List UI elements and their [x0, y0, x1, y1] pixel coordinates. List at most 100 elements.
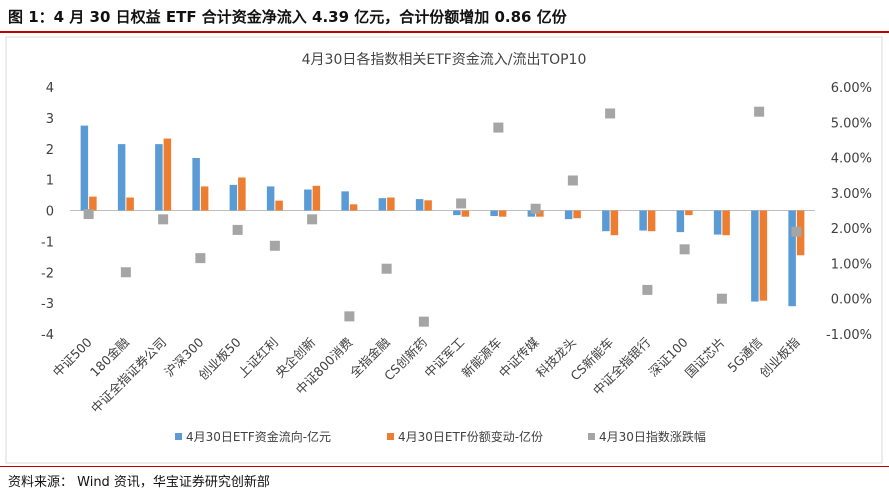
share-bar: [647, 210, 656, 232]
flow-bar: [639, 210, 647, 231]
change-point: [567, 175, 578, 186]
share-bar: [573, 210, 581, 219]
flow-bar: [564, 210, 573, 220]
share-bar: [722, 210, 730, 236]
change-point: [307, 214, 318, 225]
figure-header: 图 1：4 月 30 日权益 ETF 合计资金净流入 4.39 亿元，合计份额增…: [0, 0, 889, 34]
figure-caption: 图 1：4 月 30 日权益 ETF 合计资金净流入 4.39 亿元，合计份额增…: [8, 8, 567, 26]
flow-bar: [192, 158, 200, 211]
left-tick-label: 1: [46, 174, 54, 189]
share-bar: [759, 210, 768, 301]
category-label: 中证军工: [421, 335, 467, 381]
legend: 4月30日ETF资金流向-亿元 4月30日ETF份额变动-亿份 4月30日指数涨跌幅: [175, 429, 706, 444]
flow-bar: [341, 191, 349, 211]
flow-bar: [676, 210, 685, 233]
change-point: [381, 263, 392, 274]
left-tick-label: -4: [41, 328, 54, 343]
right-axis: 6.00% 5.00% 4.00% 3.00% 2.00% 1.00% 0.00% -1.00…: [826, 81, 872, 343]
flow-bar: [453, 210, 461, 216]
category-label: 中证传媒: [496, 334, 542, 380]
share-bar: [610, 210, 619, 236]
flow-bar: [117, 144, 126, 211]
share-bar: [238, 177, 246, 211]
change-point: [530, 203, 541, 214]
change-point: [195, 253, 206, 264]
share-bar: [685, 210, 693, 216]
left-axis: 4 3 2 1 0 -1 -2 -3 -4: [41, 81, 54, 343]
change-point: [679, 244, 690, 255]
legend-swatch: [588, 433, 595, 440]
change-point: [232, 224, 243, 235]
share-bar: [498, 210, 507, 217]
change-point: [120, 267, 131, 278]
category-label: 中证500: [50, 334, 95, 379]
legend-swatch: [175, 433, 182, 440]
right-tick-label: 4.00%: [831, 152, 872, 167]
flow-bar: [80, 125, 89, 211]
change-point: [642, 284, 653, 295]
legend-label: 4月30日ETF份额变动-亿份: [398, 429, 543, 444]
flow-bar: [304, 189, 312, 211]
share-bar: [461, 210, 470, 217]
left-tick-label: 3: [46, 112, 54, 127]
flow-bar: [751, 210, 759, 302]
change-point: [716, 293, 727, 304]
right-tick-label: 2.00%: [831, 222, 872, 237]
scatter-series: [83, 106, 802, 327]
left-tick-label: 4: [46, 81, 54, 96]
left-tick-label: 2: [46, 143, 54, 158]
category-label: 新能源车: [459, 335, 505, 381]
change-point: [418, 316, 429, 327]
right-tick-label: 0.00%: [831, 293, 872, 308]
right-tick-label: 6.00%: [831, 81, 872, 96]
share-bar: [200, 186, 209, 211]
chart-frame: [5, 36, 883, 464]
chart-title: 4月30日各指数相关ETF资金流入/流出TOP10: [302, 52, 587, 68]
right-tick-label: 3.00%: [831, 187, 872, 202]
share-bar: [312, 185, 321, 211]
category-label: 创业板指: [757, 335, 803, 381]
change-point: [791, 226, 802, 237]
left-tick-label: -2: [41, 266, 54, 281]
category-label: 上证红利: [235, 335, 281, 381]
share-bar: [387, 197, 395, 211]
flow-bar: [155, 144, 163, 211]
left-tick-label: -3: [41, 297, 54, 312]
share-bar: [163, 138, 172, 211]
bar-series: [80, 125, 805, 307]
flow-bar: [788, 210, 796, 307]
change-point: [344, 311, 355, 322]
flow-bar: [229, 184, 238, 211]
fund-flow-chart: 4月30日各指数相关ETF资金流入/流出TOP10 43210-1-2-3-4 …: [5, 36, 883, 464]
bottom-rule: [0, 466, 889, 467]
top-rule: [0, 31, 889, 33]
right-tick-label: 1.00%: [831, 257, 872, 272]
category-label: 国证芯片: [682, 335, 728, 381]
change-point: [605, 108, 616, 119]
change-point: [158, 214, 169, 225]
flow-bar: [415, 199, 424, 211]
left-tick-label: -1: [41, 235, 54, 250]
share-bar: [424, 200, 432, 211]
change-point: [493, 122, 504, 133]
flow-bar: [378, 198, 387, 211]
change-point: [83, 209, 94, 220]
flow-bar: [490, 210, 498, 217]
flow-bar: [713, 210, 722, 235]
share-bar: [275, 200, 283, 211]
change-point: [754, 106, 765, 117]
legend-label: 4月30日ETF资金流向-亿元: [186, 429, 331, 444]
right-tick-label: -1.00%: [826, 328, 872, 343]
share-bar: [349, 204, 358, 211]
flow-bar: [602, 210, 610, 232]
change-point: [269, 240, 280, 251]
category-labels: 中证500180金融中证全指证券公司沪深300创业板50上证红利央企创新中证80…: [50, 334, 803, 416]
flow-bar: [266, 186, 275, 211]
legend-swatch: [387, 433, 394, 440]
legend-label: 4月30日指数涨跌幅: [599, 429, 706, 444]
share-bar: [89, 196, 97, 211]
share-bar: [126, 197, 134, 211]
change-point: [456, 198, 467, 209]
figure-source: 资料来源： Wind 资讯，华宝证券研究创新部: [8, 475, 270, 490]
left-tick-label: 0: [46, 205, 54, 220]
